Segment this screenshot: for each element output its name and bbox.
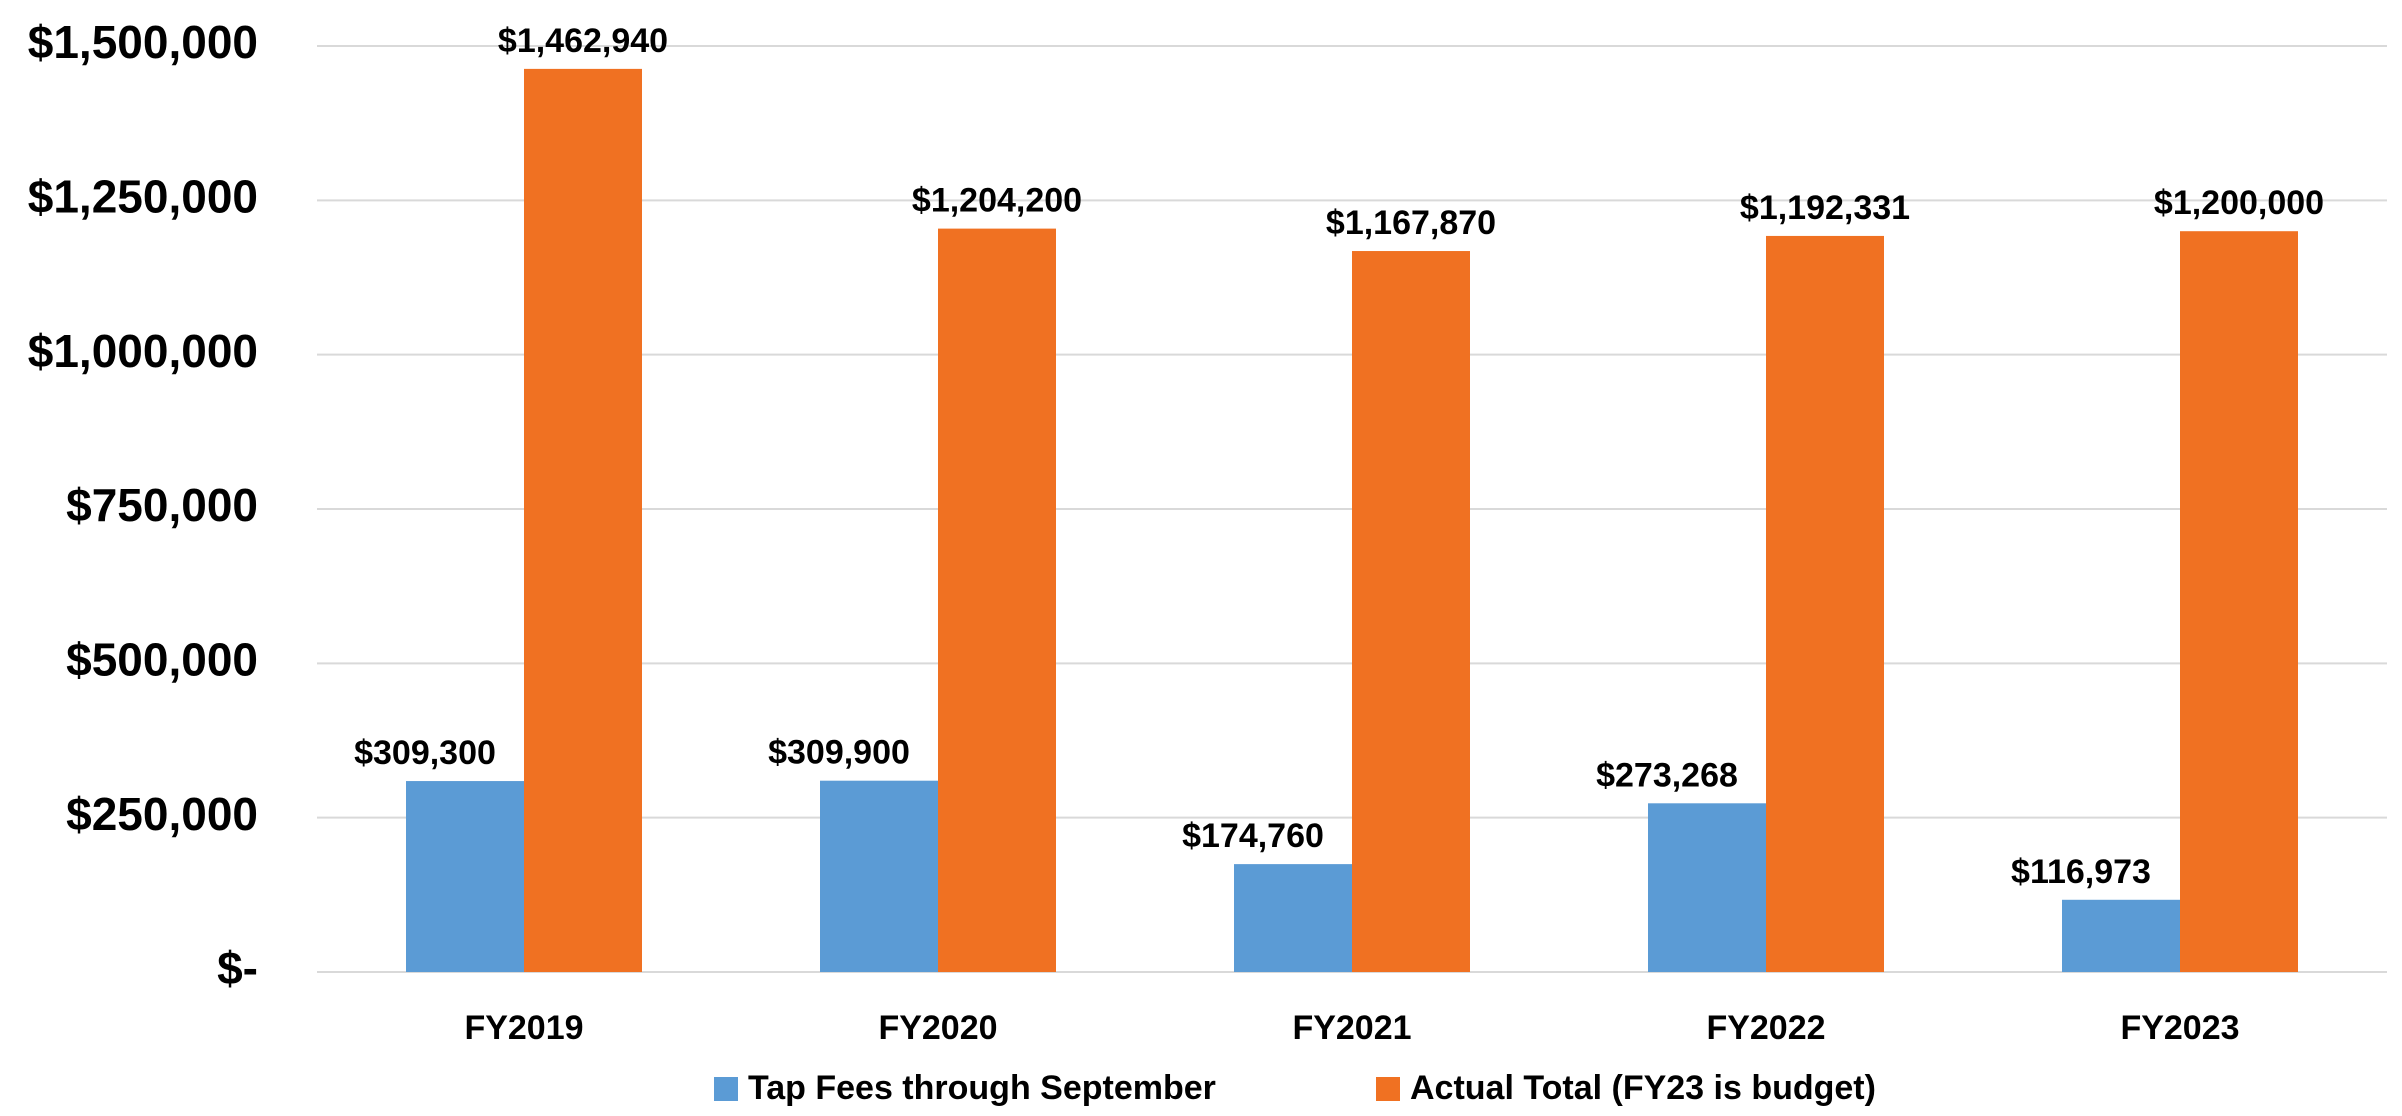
legend-swatch	[1376, 1077, 1400, 1101]
data-label: $273,268	[1596, 756, 1738, 794]
legend-label: Actual Total (FY23 is budget)	[1410, 1069, 1876, 1107]
bar	[524, 68, 642, 973]
y-tick-label: $750,000	[66, 479, 258, 531]
bar	[820, 780, 938, 972]
data-label: $174,760	[1182, 817, 1324, 855]
legend-swatch	[714, 1077, 738, 1101]
y-tick-label: $-	[217, 942, 258, 994]
x-tick-label: FY2020	[878, 1009, 997, 1047]
x-tick-label: FY2019	[464, 1009, 583, 1047]
bar	[1234, 864, 1352, 972]
y-tick-label: $1,500,000	[28, 16, 258, 68]
bar	[1648, 803, 1766, 972]
data-label: $1,167,870	[1326, 204, 1496, 242]
data-label: $1,462,940	[498, 22, 668, 60]
y-tick-label: $1,250,000	[28, 170, 258, 222]
bar	[2180, 231, 2298, 972]
legend-label: Tap Fees through September	[748, 1069, 1216, 1107]
x-tick-label: FY2022	[1706, 1009, 1825, 1047]
y-tick-label: $250,000	[66, 788, 258, 840]
bar	[1352, 251, 1470, 973]
data-label: $1,204,200	[912, 182, 1082, 220]
bar	[2062, 899, 2180, 972]
x-tick-label: FY2021	[1292, 1009, 1411, 1047]
bar	[938, 228, 1056, 973]
bar	[406, 781, 524, 972]
y-tick-label: $1,000,000	[28, 325, 258, 377]
y-tick-label: $500,000	[66, 633, 258, 685]
data-label: $1,200,000	[2154, 184, 2324, 222]
data-label: $309,300	[354, 734, 496, 772]
data-label: $116,973	[2011, 853, 2151, 891]
data-label: $309,900	[768, 734, 910, 772]
bar	[1766, 235, 1884, 972]
data-label: $1,192,331	[1740, 189, 1910, 227]
x-tick-label: FY2023	[2120, 1009, 2239, 1047]
